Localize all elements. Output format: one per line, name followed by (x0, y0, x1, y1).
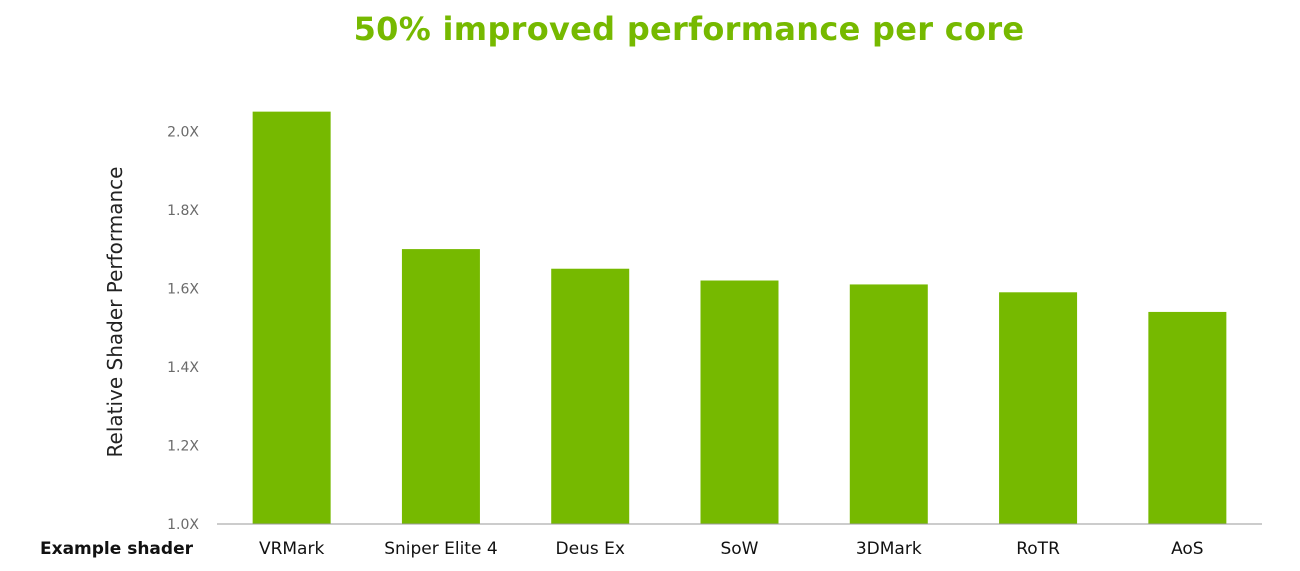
y-axis-title: Relative Shader Performance (103, 167, 127, 458)
y-tick-label: 1.0X (167, 517, 199, 533)
chart-title: 50% improved performance per core (353, 10, 1025, 48)
x-category-label: VRMark (259, 539, 325, 559)
bar-3dmark (849, 284, 928, 524)
y-tick-label: 1.4X (167, 360, 199, 376)
y-tick-label: 1.6X (167, 281, 199, 297)
x-category-label: AoS (1171, 539, 1204, 559)
bars (252, 111, 1227, 525)
bar-sniper-elite-4 (401, 249, 480, 524)
x-category-label: SoW (720, 539, 758, 559)
bar-sow (700, 280, 779, 524)
bar-vrmark (252, 111, 331, 525)
x-category-label: Sniper Elite 4 (384, 539, 497, 559)
bar-deus-ex (551, 268, 630, 524)
x-category-label: RoTR (1016, 539, 1060, 559)
x-category-label: 3DMark (856, 539, 922, 559)
y-tick-label: 1.8X (167, 203, 199, 219)
x-category-label: Deus Ex (556, 539, 625, 559)
x-axis-title: Example shader (40, 539, 194, 559)
bar-rotr (999, 292, 1078, 524)
y-tick-label: 1.2X (167, 438, 199, 454)
y-tick-label: 2.0X (167, 124, 199, 140)
bar-aos (1148, 311, 1227, 524)
x-axis-labels: VRMark Sniper Elite 4 Deus Ex SoW 3DMark RoTR… (259, 539, 1204, 559)
y-axis-ticks: 1.0X 1.2X 1.4X 1.6X 1.8X 2.0X (167, 124, 199, 533)
